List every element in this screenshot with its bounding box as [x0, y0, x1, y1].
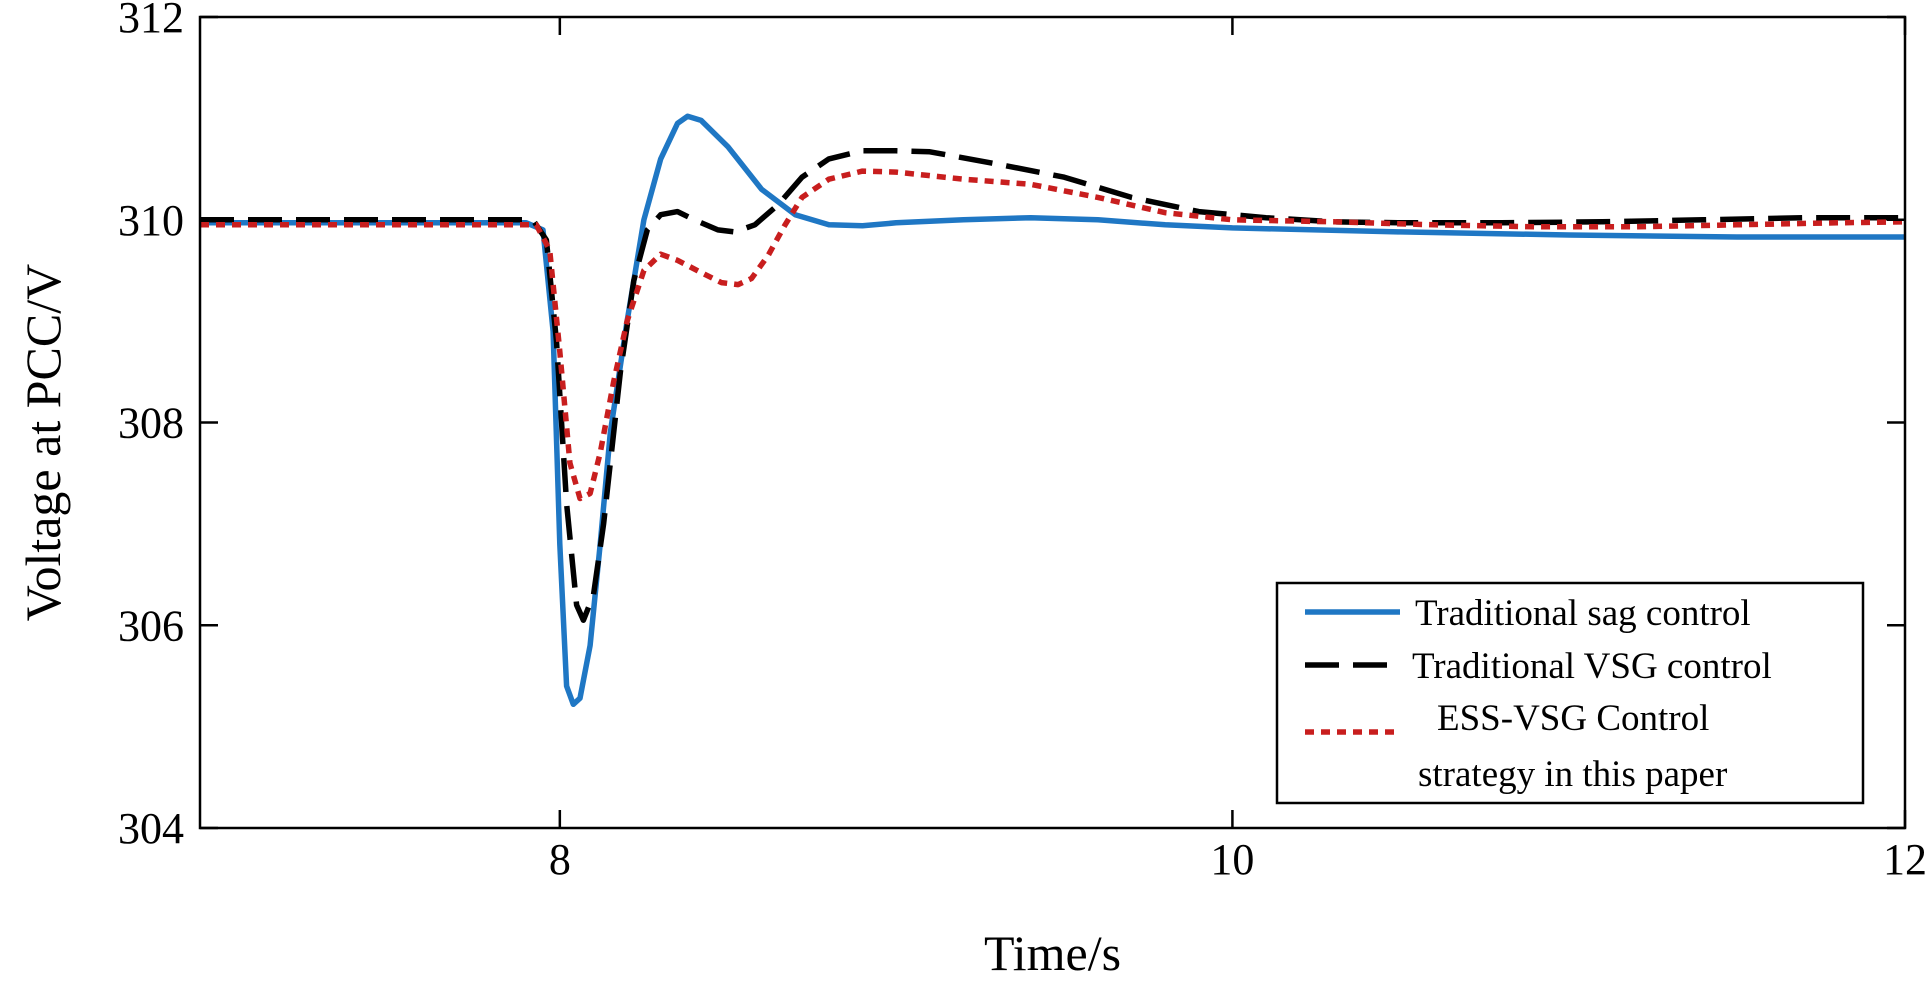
y-tick-label: 310 — [118, 196, 184, 245]
series-line-vsg — [200, 148, 1905, 623]
legend-box — [1275, 581, 1865, 805]
x-tick-label: 8 — [549, 835, 571, 884]
y-tick-label: 304 — [118, 804, 184, 853]
x-axis-title: Time/s — [984, 925, 1121, 981]
legend-label-ess-line1: ESS-VSG Control — [1437, 698, 1709, 739]
legend-label-vsg: Traditional VSG control — [1412, 646, 1772, 687]
series-line-sag — [200, 113, 1905, 708]
x-tick-label: 12 — [1883, 835, 1925, 884]
y-tick-label: 306 — [118, 601, 184, 650]
ticks-layer: 8 10 12 304 306 308 310 312 — [118, 0, 1925, 884]
y-axis-title: Voltage at PCC/V — [15, 264, 71, 621]
plot-frame — [198, 15, 1907, 830]
series-layer — [200, 113, 1906, 708]
y-tick-label: 308 — [118, 399, 184, 448]
legend: Traditional sag control Traditional VSG … — [1275, 581, 1865, 805]
x-tick-label: 10 — [1210, 835, 1254, 884]
y-tick-label: 312 — [118, 0, 184, 42]
series-line-ess — [200, 168, 1906, 502]
legend-label-sag: Traditional sag control — [1415, 593, 1751, 634]
legend-label-ess-line2: strategy in this paper — [1418, 754, 1727, 795]
